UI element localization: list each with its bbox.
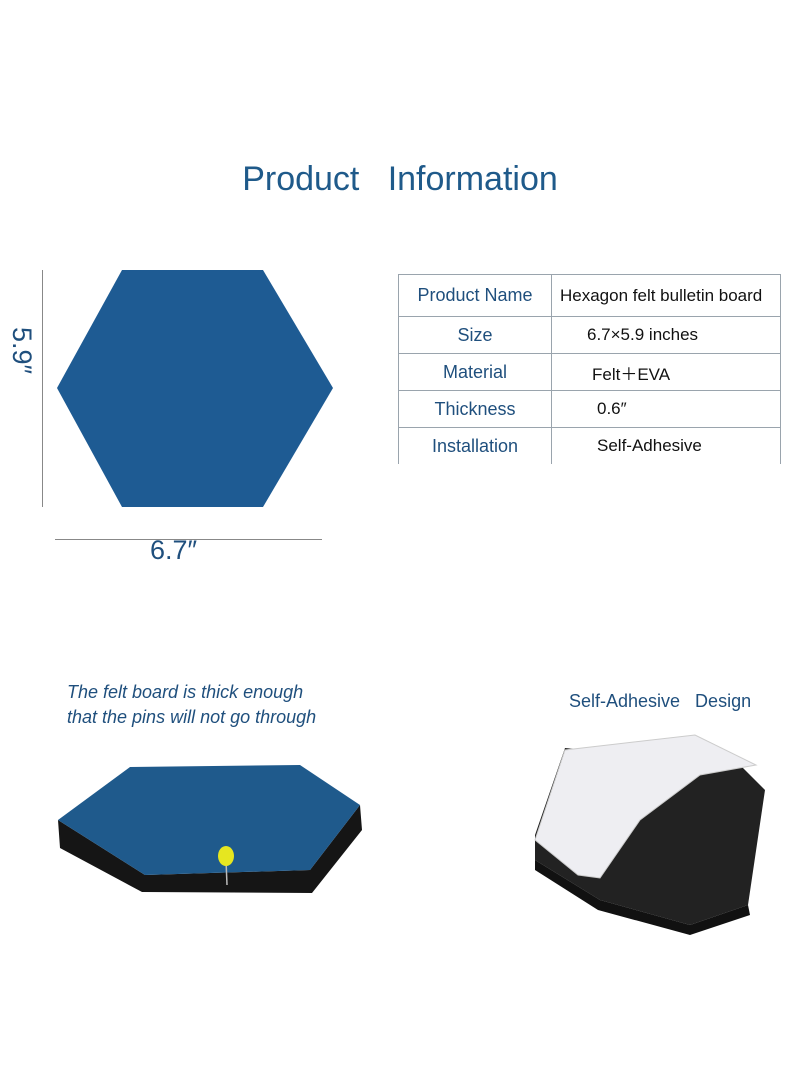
felt-board-top-blue <box>58 765 360 875</box>
page-title: Product Information <box>242 160 558 198</box>
table-row: Thickness 0.6″ <box>398 390 781 428</box>
pin-thickness-caption: The felt board is thick enough that the … <box>67 680 316 730</box>
table-row: Product Name Hexagon felt bulletin board <box>398 274 781 317</box>
row-value: Felt＋EVA <box>551 353 781 391</box>
table-row: Material Felt＋EVA <box>398 353 781 391</box>
row-value: 0.6″ <box>551 390 781 428</box>
row-label: Thickness <box>398 390 552 428</box>
caption-line: The felt board is thick enough <box>67 682 304 702</box>
row-label: Material <box>398 353 552 391</box>
push-pin-yellow-head <box>218 846 234 866</box>
table-row: Size 6.7×5.9 inches <box>398 316 781 354</box>
width-dimension-line <box>55 539 322 540</box>
product-info-table: Product Name Hexagon felt bulletin board … <box>398 274 781 464</box>
table-row: Installation Self-Adhesive <box>398 427 781 464</box>
row-label: Product Name <box>398 274 552 317</box>
release-paper-white <box>534 734 758 879</box>
height-dimension-line <box>42 270 43 507</box>
row-value: Self-Adhesive <box>551 427 781 464</box>
adhesive-board-edge <box>535 860 750 935</box>
caption-line: that the pins will not go through <box>67 707 317 727</box>
height-label: 5.9″ <box>7 326 38 375</box>
width-label: 6.7″ <box>150 535 198 565</box>
row-label: Size <box>398 316 552 354</box>
row-value: 6.7×5.9 inches <box>551 316 781 354</box>
felt-board-side-black <box>58 805 362 893</box>
hexagon-felt-board-front <box>57 270 333 507</box>
row-value: Hexagon felt bulletin board <box>551 274 781 317</box>
self-adhesive-caption: Self-Adhesive Design <box>569 691 752 711</box>
row-label: Installation <box>398 427 552 464</box>
